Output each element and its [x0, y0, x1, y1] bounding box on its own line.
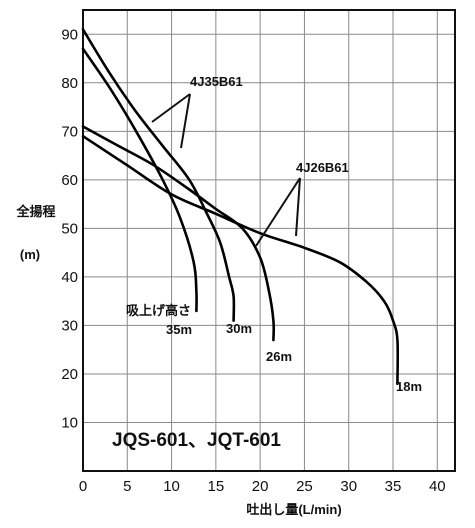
y-tick-label: 40: [61, 269, 78, 286]
suction-label-18m: 18m: [396, 379, 422, 394]
suction-label-30m: 30m: [226, 321, 252, 336]
y-axis-label: 全揚程: [15, 204, 55, 219]
y-tick-label: 30: [61, 317, 78, 334]
x-tick-label: 5: [123, 478, 131, 495]
leader-4j35b61-b: [180, 93, 191, 149]
y-tick-label: 10: [61, 414, 78, 431]
y-tick-label: 60: [61, 172, 78, 189]
leader-4j26b61-b: [295, 177, 301, 237]
plot-frame: [82, 9, 456, 472]
series-group: [81, 28, 400, 385]
series-line-4j26b61-18m: [81, 134, 400, 385]
y-tick-label: 50: [61, 220, 78, 237]
chart-title: JQS-601、JQT-601: [112, 430, 281, 451]
y-tick-label: 80: [61, 75, 78, 92]
y-tick-label: 90: [61, 26, 78, 43]
y-tick-label: 20: [61, 366, 78, 383]
x-tick-label: 35: [385, 478, 402, 495]
tick-labels: 0 5 10 15 20 25 30 35 40 10 20 30 40 50 60 70 80 90: [61, 26, 445, 495]
leader-4j35b61-a: [151, 93, 191, 123]
series-line-4j35b61-35m: [81, 47, 198, 313]
grid: [83, 10, 455, 471]
x-tick-label: 10: [163, 478, 180, 495]
x-tick-label: 20: [252, 478, 269, 495]
model-label-4j35b61: 4J35B61: [190, 74, 243, 89]
x-tick-label: 40: [429, 478, 446, 495]
series-line-4j26b61-26m: [81, 125, 276, 342]
suction-label-26m: 26m: [266, 349, 292, 364]
y-axis-unit: (m): [20, 247, 40, 262]
suction-height-label: 吸上げ高さ: [126, 303, 191, 318]
model-label-4j26b61: 4J26B61: [296, 160, 349, 175]
x-tick-label: 15: [208, 478, 225, 495]
x-tick-label: 30: [340, 478, 357, 495]
leader-4j26b61-a: [255, 177, 301, 247]
x-tick-label: 25: [296, 478, 313, 495]
y-tick-label: 70: [61, 123, 78, 140]
suction-label-35m: 35m: [166, 322, 192, 337]
leader-lines: [151, 93, 301, 247]
x-tick-label: 0: [79, 478, 87, 495]
x-axis-label: 吐出し量(L/min): [246, 502, 341, 517]
